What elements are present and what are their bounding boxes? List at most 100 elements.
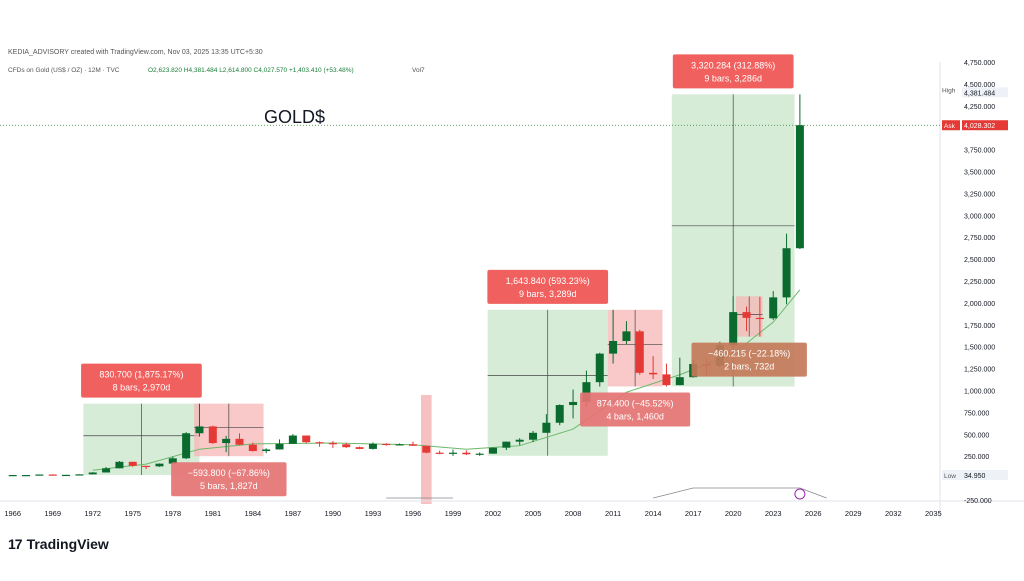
x-tick-2011: 2011: [605, 509, 621, 518]
candle-1999: [448, 452, 457, 454]
x-tick-2029: 2029: [845, 509, 862, 518]
x-tick-2032: 2032: [885, 509, 902, 518]
y-tick-4750: 4,750.000: [964, 60, 995, 67]
candle-1996: [408, 444, 417, 446]
x-tick-1975: 1975: [124, 509, 141, 518]
range-label-value-4: 874.400 (−45.52%): [597, 398, 674, 408]
candle-2021: [742, 312, 751, 318]
candle-1987: [288, 435, 297, 444]
candle-2001: [475, 453, 484, 455]
range-label-bars-3: 9 bars, 3,289d: [519, 289, 577, 299]
tradingview-logo[interactable]: 17 TradingView: [8, 536, 109, 552]
range-label-value-3: 1,643.840 (593.23%): [506, 276, 590, 286]
candle-1985: [262, 449, 271, 452]
x-tick-1984: 1984: [244, 509, 261, 518]
candle-2004: [515, 439, 524, 442]
range-label-bars-4: 4 bars, 1,460d: [606, 411, 664, 421]
tradingview-mark-icon: 17: [8, 536, 23, 552]
y-tick-500: 500.000: [964, 432, 989, 439]
x-tick-1969: 1969: [44, 509, 61, 518]
y-tick--250: -250.000: [964, 498, 992, 505]
low-marker-label: Low: [944, 473, 956, 480]
candle-2010: [595, 353, 604, 383]
range-label-value-2: −593.800 (−67.86%): [188, 468, 270, 478]
candle-2025: [795, 125, 804, 249]
x-tick-2023: 2023: [765, 509, 782, 518]
y-tick-4250: 4,250.000: [964, 104, 995, 111]
candle-2015: [662, 374, 671, 386]
range-label-box-5: [672, 54, 794, 89]
y-tick-2750: 2,750.000: [964, 235, 995, 242]
y-tick-1750: 1,750.000: [964, 323, 995, 330]
candle-2023: [769, 297, 778, 319]
candle-1977: [155, 463, 164, 467]
range-label-box-6: [691, 342, 807, 377]
x-tick-2017: 2017: [685, 509, 702, 518]
x-tick-1978: 1978: [164, 509, 181, 518]
x-tick-1987: 1987: [285, 509, 302, 518]
candle-2006: [542, 422, 551, 433]
candle-1993: [368, 443, 377, 449]
chart-title: GOLD$: [264, 107, 325, 127]
candle-1969: [48, 474, 57, 476]
candle-2011: [609, 341, 618, 354]
candle-2013: [635, 331, 644, 373]
candle-1994: [382, 443, 391, 446]
x-tick-1972: 1972: [84, 509, 101, 518]
candle-1978: [168, 458, 177, 464]
lower-indicator-line: [386, 487, 827, 499]
axis-layer: 1966 1969 1972 1975 1978 1981 1984 1987 1990 1993…: [4, 60, 1008, 518]
y-tick-3750: 3,750.000: [964, 148, 995, 155]
ask-marker-value: 4,028.302: [964, 123, 995, 130]
x-tick-2002: 2002: [485, 509, 502, 518]
low-marker-box: [942, 470, 1008, 481]
high-marker-value: 4,381.484: [964, 90, 995, 97]
candle-1991: [342, 444, 351, 448]
ask-marker-label: Ask: [944, 123, 956, 130]
x-tick-1966: 1966: [4, 509, 21, 518]
candle-1995: [395, 444, 404, 446]
candle-2005: [529, 432, 538, 440]
y-tick-3000: 3,000.000: [964, 213, 995, 220]
range-label-bars-1: 8 bars, 2,970d: [113, 383, 171, 393]
y-tick-1500: 1,500.000: [964, 345, 995, 352]
candle-1986: [275, 443, 284, 450]
range-label-bars-5: 9 bars, 3,286d: [704, 73, 762, 83]
candle-2014: [649, 372, 658, 375]
high-marker-box: [962, 87, 1008, 98]
range-label-value-5: 3,320.284 (312.88%): [691, 60, 775, 70]
candle-1972: [88, 472, 97, 475]
candle-2000: [462, 452, 471, 455]
x-tick-1996: 1996: [405, 509, 422, 518]
candle-2020: [729, 312, 738, 346]
x-tick-1981: 1981: [204, 509, 221, 518]
range-labels-layer: 830.700 (1,875.17%) 8 bars, 2,970d −593.80…: [81, 54, 807, 497]
symbol-line: CFDs on Gold (US$ / OZ) · 12M · TVC: [8, 67, 120, 74]
ask-marker-box: [962, 120, 1008, 131]
candle-1970: [62, 474, 71, 477]
candle-1968: [35, 474, 44, 476]
range-label-box-1: [81, 363, 202, 398]
range-label-value-1: 830.700 (1,875.17%): [99, 370, 183, 380]
y-tick-2250: 2,250.000: [964, 279, 995, 286]
range-label-box-4: [580, 392, 691, 427]
x-tick-1990: 1990: [325, 509, 342, 518]
candle-1992: [355, 447, 364, 449]
y-tick-750: 750.000: [964, 410, 989, 417]
candle-1988: [302, 435, 311, 443]
candle-1984: [248, 444, 257, 452]
candle-1980: [195, 426, 204, 434]
candle-1966: [8, 475, 17, 477]
price-range-layer: [83, 94, 827, 504]
y-tick-250: 250.000: [964, 454, 989, 461]
candle-2016: [675, 377, 684, 386]
candle-2008: [569, 401, 578, 406]
candle-1997: [422, 445, 431, 453]
x-tick-2008: 2008: [565, 509, 582, 518]
y-tick-1000: 1,000.000: [964, 389, 995, 396]
y-tick-2000: 2,000.000: [964, 301, 995, 308]
candle-1974: [115, 461, 124, 469]
y-tick-4500: 4,500.000: [964, 82, 995, 89]
